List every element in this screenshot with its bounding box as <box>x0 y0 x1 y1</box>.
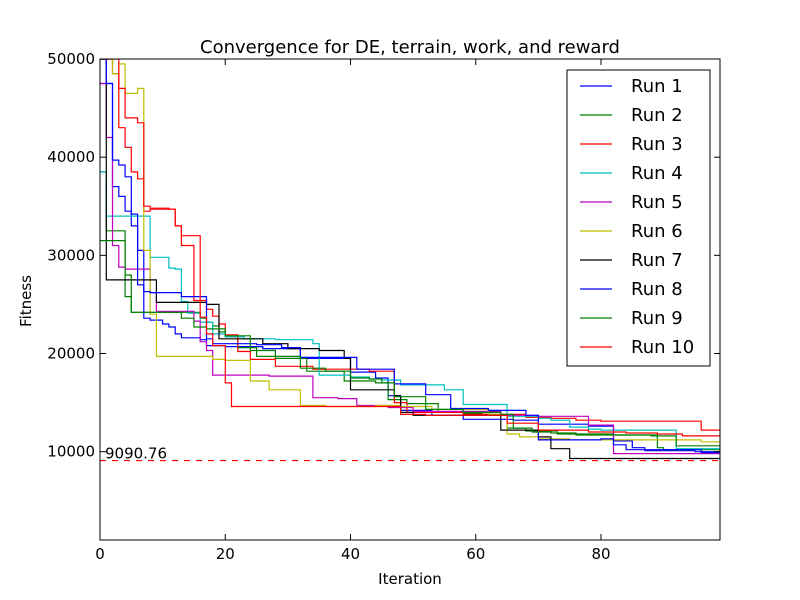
series-line-run-9 <box>100 240 720 447</box>
plot-frame <box>99 58 721 541</box>
series-line-run-8 <box>100 59 720 454</box>
legend-label: Run 7 <box>631 250 683 271</box>
reference-line-group: 9090.76 <box>100 445 720 463</box>
y-tick-label: 50000 <box>47 50 95 68</box>
legend-label: Run 8 <box>631 279 683 300</box>
legend-label: Run 2 <box>631 105 683 126</box>
legend-label: Run 3 <box>631 134 683 155</box>
legend: Run 1 Run 2 Run 3 Run 4 Run 5 Run 6 Run 7 Run 8… <box>566 69 711 367</box>
series-line-run-2 <box>100 171 720 451</box>
legend-label: Run 1 <box>631 76 683 97</box>
y-tick-label: 20000 <box>47 344 95 362</box>
y-axis-label: Fitness <box>17 275 35 327</box>
legend-label: Run 9 <box>631 308 683 329</box>
series-line-run-10 <box>100 59 720 437</box>
legend-box <box>566 69 711 367</box>
series-line-run-6 <box>100 59 720 443</box>
x-tick-label: 20 <box>216 545 235 563</box>
x-tick-label: 80 <box>591 545 610 563</box>
legend-label: Run 10 <box>631 337 694 358</box>
chart-title: Convergence for DE, terrain, work, and r… <box>200 37 620 58</box>
y-tick-label: 40000 <box>47 148 95 166</box>
x-axis-label: Iteration <box>378 570 442 588</box>
y-tick-label: 10000 <box>47 443 95 461</box>
legend-label: Run 5 <box>631 192 683 213</box>
y-tick-label: 30000 <box>47 246 95 264</box>
reference-line-label: 9090.76 <box>105 445 167 463</box>
x-tick-label: 0 <box>95 545 105 563</box>
x-tick-label: 60 <box>466 545 485 563</box>
legend-label: Run 4 <box>631 163 683 184</box>
series-lines <box>100 59 720 460</box>
axes: 0 20 40 60 80 10000 20000 30000 40000 50000 <box>47 50 721 563</box>
series-line-run-4 <box>100 171 720 450</box>
x-tick-label: 40 <box>341 545 360 563</box>
legend-label: Run 6 <box>631 221 683 242</box>
